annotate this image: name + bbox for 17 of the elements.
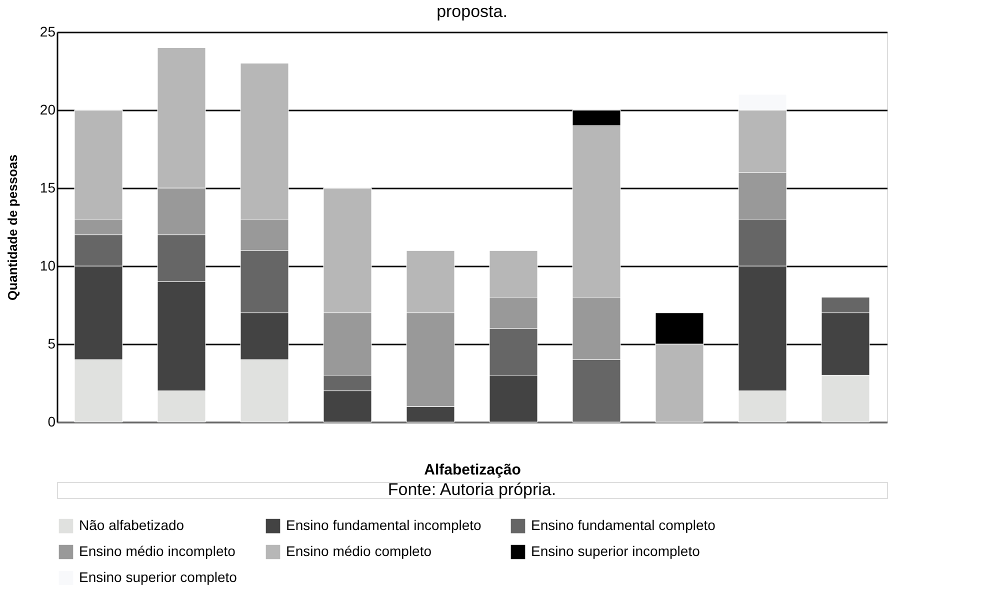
legend-label: Não alfabetizado [79,517,184,534]
legend-label: Ensino médio completo [286,543,432,559]
chart-title: proposta. [436,2,508,21]
y-axis-title: Quantidade de pessoas [4,154,20,300]
y-tick-label: 10 [40,258,56,274]
y-tick-label: 5 [48,336,56,352]
legend-label: Ensino fundamental incompleto [286,517,482,534]
legend-label: Ensino superior incompleto [531,543,700,559]
source-note: Fonte: Autoria própria. [388,480,556,499]
y-tick-label: 0 [48,414,56,430]
y-tick-label: 20 [40,102,56,118]
y-tick-label: 15 [40,180,56,196]
legend-label: Ensino fundamental completo [531,517,716,534]
legend-label: Ensino médio incompleto [79,543,236,559]
legend-label: Ensino superior completo [79,569,238,585]
x-axis-title: Alfabetização [424,462,521,478]
y-tick-label: 25 [40,24,56,40]
